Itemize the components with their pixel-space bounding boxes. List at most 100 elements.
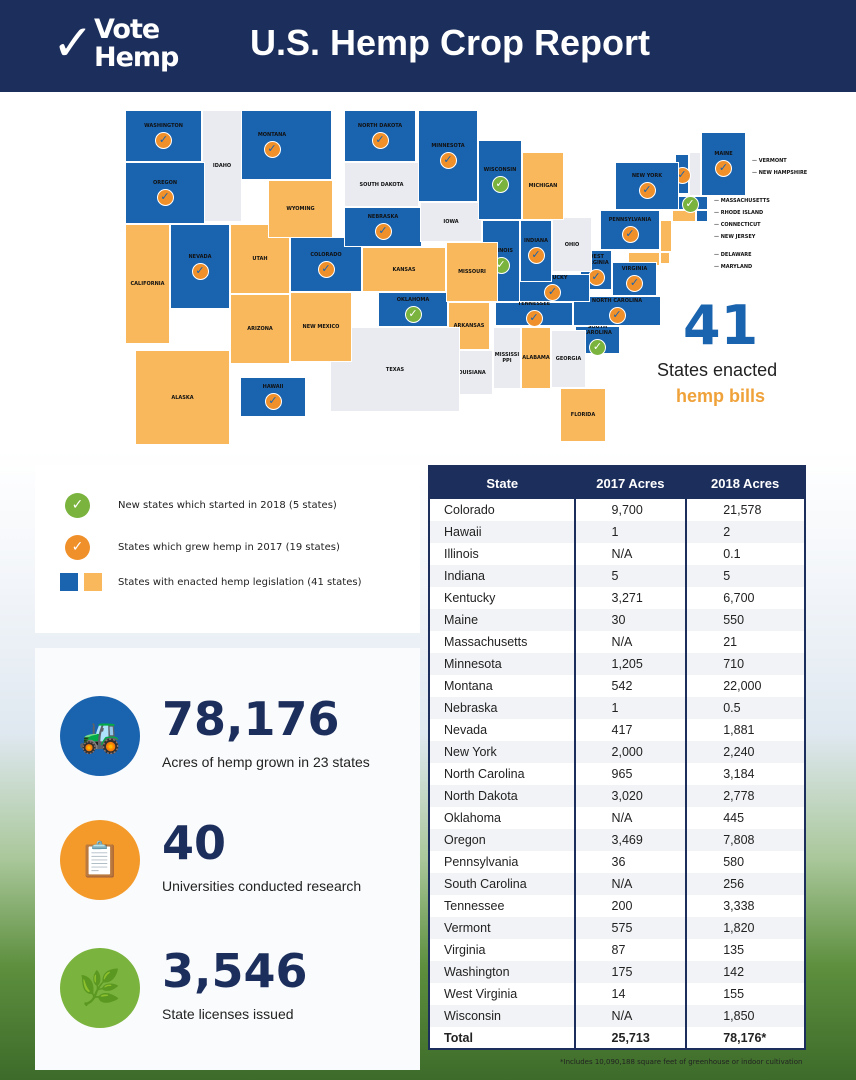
state-cell: Oklahoma — [444, 811, 501, 825]
state-virginia: VIRGINIA ✓ — [612, 262, 657, 296]
acres-2017-cell: 1 — [573, 521, 687, 543]
acres-2017-cell: 30 — [573, 609, 687, 631]
acres-2018-cell: 0.5 — [685, 697, 805, 719]
state-kansas: KANSAS — [362, 247, 446, 292]
orange-check-icon: ✓ — [715, 160, 732, 177]
state-label: NEW JERSEY — [714, 234, 756, 240]
acres-2018-cell: 78,176* — [685, 1027, 805, 1049]
state-wyoming: WYOMING — [268, 180, 333, 238]
state-iowa: IOWA — [420, 202, 482, 242]
state-michigan: MICHIGAN — [522, 152, 564, 220]
table-row: Minnesota 1,205 710 — [429, 653, 805, 675]
green-check-icon: ✓ — [404, 305, 422, 323]
acres-2017-cell: 14 — [573, 983, 687, 1005]
stat-universities: 📋 40 Universities conducted research — [60, 816, 420, 920]
state-label: MINNESOTA — [431, 143, 465, 149]
state-label: CALIFORNIA — [130, 281, 165, 287]
state-cell: Massachusetts — [444, 635, 528, 649]
state-label: VERMONT — [752, 158, 787, 164]
table-row: North Carolina 965 3,184 — [429, 763, 805, 785]
header: ✓ Vote Hemp U.S. Hemp Crop Report — [0, 0, 856, 92]
state-ohio: OHIO — [552, 217, 592, 272]
state-oklahoma: OKLAHOMA ✓ — [378, 292, 448, 327]
orange-check-icon: ✓ — [263, 141, 281, 158]
table-row: Oklahoma N/A 445 — [429, 807, 805, 829]
table-row: Nebraska 1 0.5 — [429, 697, 805, 719]
table-row: Indiana 5 5 — [429, 565, 805, 587]
state-alabama: ALABAMA — [521, 327, 551, 389]
state-florida: FLORIDA — [560, 388, 606, 442]
state-cell: West Virginia — [444, 987, 518, 1001]
state-cell: Washington — [429, 961, 575, 983]
acres-2017-cell: N/A — [573, 631, 687, 653]
acres-2018-cell: 7,808 — [685, 829, 805, 851]
state-label: CONNECTICUT — [714, 222, 761, 228]
state-label: KENTUCKY — [537, 275, 568, 281]
stats-panel: 🚜 78,176 Acres of hemp grown in 23 state… — [35, 648, 420, 1070]
state-indiana: INDIANA ✓ — [520, 220, 552, 282]
state-cell: Pennsylvania — [444, 855, 519, 869]
state-alaska: ALASKA — [135, 350, 230, 445]
acres-2018-cell: 445 — [685, 807, 805, 829]
table-total-row: Total 25,713 78,176* — [429, 1027, 805, 1049]
state-rhode-island — [696, 210, 708, 222]
acres-2017-cell: 36 — [573, 851, 687, 873]
state-kentucky: KENTUCKY ✓ — [515, 274, 590, 302]
orange-check-icon: ✓ — [527, 247, 545, 264]
blue-swatch — [60, 573, 78, 591]
state-maine: MAINE ✓ — [701, 132, 746, 196]
state-cell: Montana — [444, 679, 493, 693]
green-check-icon: ✓ — [589, 339, 606, 356]
stat-label: Universities conducted research — [162, 878, 362, 894]
acres-2018-cell: 142 — [685, 961, 805, 983]
acres-2018-cell: 21,578 — [685, 499, 805, 521]
state-cell: Colorado — [444, 503, 495, 517]
acres-2018-cell: 5 — [685, 565, 805, 587]
acres-2017-cell: 5 — [573, 565, 687, 587]
orange-check-icon: ✓ — [264, 393, 282, 410]
research-document-icon: 📋 — [60, 820, 140, 900]
table-row: Hawaii 1 2 — [429, 521, 805, 543]
orange-check-icon: ✓ — [544, 284, 561, 301]
state-label: MICHIGAN — [528, 183, 558, 189]
orange-check-icon: ✓ — [317, 260, 335, 278]
table-row: West Virginia 14 155 — [429, 983, 805, 1005]
acres-2017-cell: N/A — [573, 543, 687, 565]
acres-2018-cell: 1,850 — [685, 1005, 805, 1027]
table-row: Illinois N/A 0.1 — [429, 543, 805, 565]
table-row: North Dakota 3,020 2,778 — [429, 785, 805, 807]
acres-2017-cell: 417 — [573, 719, 687, 741]
state-cell: New York — [429, 741, 575, 763]
state-cell: Indiana — [429, 565, 575, 587]
acres-2018-cell: 22,000 — [685, 675, 805, 697]
state-label: NEW HAMPSHIRE — [752, 170, 807, 176]
logo-check-icon: ✓ — [52, 14, 94, 72]
state-label: NEW MEXICO — [302, 324, 340, 330]
table-row: Montana 542 22,000 — [429, 675, 805, 697]
state-north-carolina: NORTH CAROLINA ✓ — [573, 296, 661, 326]
orange-check-icon: ✓ — [525, 310, 543, 327]
state-cell: Kentucky — [444, 591, 496, 605]
state-label: VIRGINIA — [621, 266, 648, 272]
acres-2017-cell: 1 — [573, 697, 687, 719]
table-row: Wisconsin N/A 1,850 — [429, 1005, 805, 1027]
state-mississippi: MISSISSIPPI — [493, 327, 521, 389]
state-new-hampshire — [689, 152, 701, 196]
stat-licenses: 🌿 3,546 State licenses issued — [60, 944, 420, 1048]
state-georgia: GEORGIA — [551, 330, 586, 388]
stat-label: Acres of hemp grown in 23 states — [162, 754, 370, 770]
table-row: South Carolina N/A 256 — [429, 873, 805, 895]
acres-2017-cell: 3,020 — [573, 785, 687, 807]
table-row: New York 2,000 2,240 — [429, 741, 805, 763]
state-label: PENNSYLVANIA — [608, 217, 652, 223]
table-row: Massachusetts N/A 21 — [429, 631, 805, 653]
acres-2017-cell: N/A — [573, 807, 687, 829]
orange-check-icon: ✓ — [156, 189, 174, 206]
acres-2017-cell: 3,271 — [573, 587, 687, 609]
green-check-icon: ✓ — [491, 176, 509, 193]
acres-table: State 2017 Acres 2018 Acres Colorado 9,70… — [428, 465, 806, 1050]
legend-label: States which grew hemp in 2017 (19 state… — [118, 542, 340, 553]
state-label: OKLAHOMA — [396, 296, 430, 303]
state-massachusetts: ✓ — [672, 196, 708, 213]
state-nevada: NEVADA ✓ — [170, 224, 230, 309]
